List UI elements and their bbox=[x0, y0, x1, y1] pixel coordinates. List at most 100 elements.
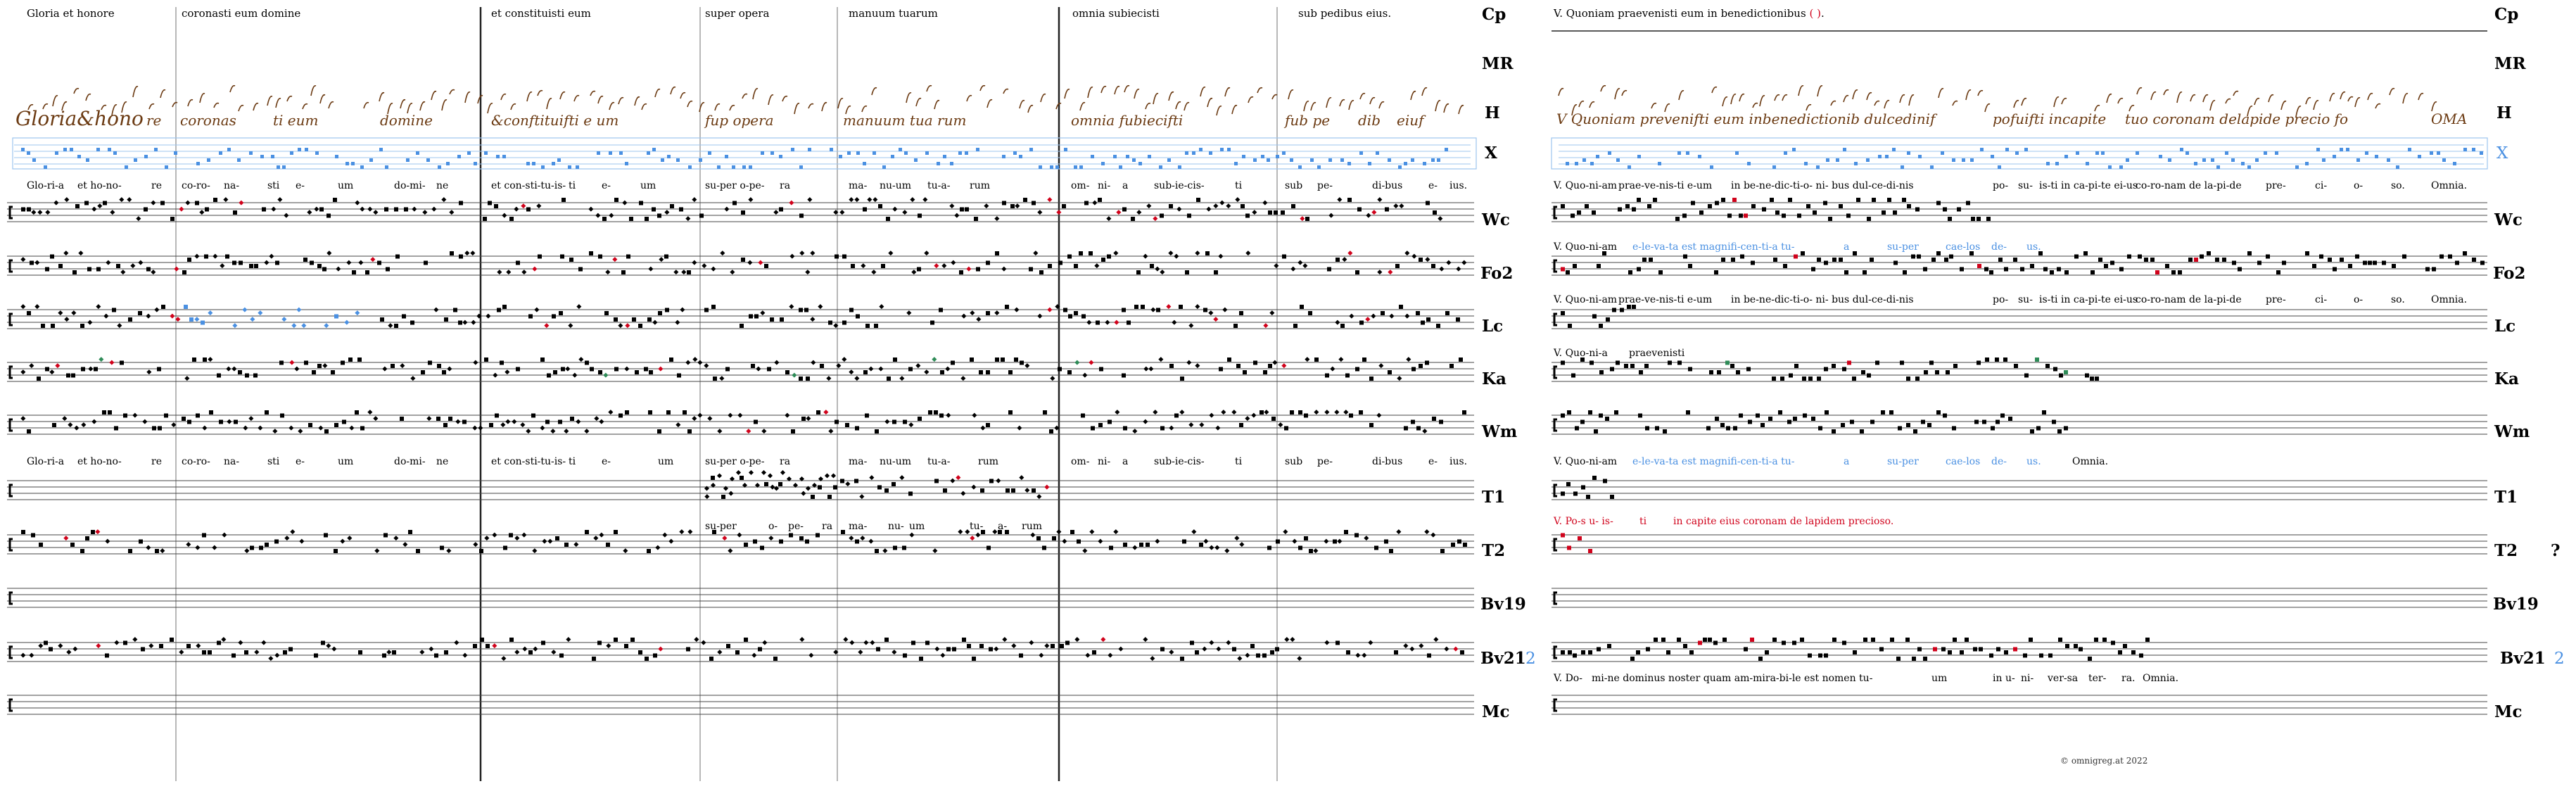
note-punctum bbox=[1977, 360, 1981, 365]
note-rhombus bbox=[331, 646, 337, 652]
note-square-blue bbox=[1317, 165, 1321, 169]
lyric: co-ro- bbox=[182, 456, 210, 467]
note-punctum bbox=[1638, 413, 1642, 418]
note-punctum bbox=[112, 308, 116, 312]
note-punctum bbox=[2188, 258, 2193, 262]
note-punctum bbox=[509, 638, 514, 642]
note-punctum bbox=[2194, 258, 2198, 262]
note-rhombus bbox=[374, 548, 380, 554]
lyric: do-mi- bbox=[394, 180, 426, 191]
neume-stroke bbox=[1369, 96, 1376, 105]
note-punctum bbox=[1818, 653, 1822, 658]
note-punctum bbox=[1068, 314, 1072, 319]
note-rhombus bbox=[950, 478, 956, 483]
note-square-blue bbox=[1698, 155, 1701, 158]
note-punctum bbox=[1032, 488, 1036, 493]
neume-stroke bbox=[2136, 87, 2143, 95]
note-punctum bbox=[1677, 638, 1681, 642]
neume-stroke bbox=[2354, 96, 2361, 108]
note-punctum bbox=[1610, 367, 1614, 372]
note-punctum bbox=[618, 413, 623, 418]
note-punctum bbox=[1995, 357, 1999, 362]
note-punctum bbox=[1614, 410, 1618, 415]
note-punctum bbox=[1005, 530, 1009, 534]
neume-stroke bbox=[363, 101, 369, 109]
neume-stroke bbox=[121, 101, 127, 113]
note-rhombus bbox=[431, 206, 437, 212]
note-punctum bbox=[1732, 198, 1737, 202]
note-rhombus bbox=[697, 360, 703, 365]
note-punctum bbox=[657, 429, 661, 434]
note-rhombus bbox=[272, 429, 278, 434]
note-rhombus bbox=[146, 545, 151, 550]
lyric-blue: a bbox=[1844, 241, 1849, 253]
note-punctum bbox=[547, 373, 551, 378]
note-punctum bbox=[2348, 264, 2352, 268]
neume-stroke bbox=[2061, 97, 2067, 105]
note-punctum bbox=[394, 207, 398, 212]
c-clef bbox=[1553, 259, 1557, 273]
note-rhombus bbox=[1089, 360, 1094, 365]
note-rhombus bbox=[340, 538, 345, 544]
note-punctum bbox=[1345, 373, 1350, 378]
note-rhombus bbox=[599, 532, 604, 538]
note-rhombus bbox=[1234, 536, 1240, 541]
neume-stroke bbox=[821, 101, 827, 112]
note-punctum bbox=[1941, 647, 1946, 652]
note-punctum bbox=[621, 270, 626, 274]
note-punctum bbox=[2038, 251, 2043, 255]
note-rhombus bbox=[906, 310, 912, 316]
note-punctum bbox=[789, 533, 793, 538]
note-punctum bbox=[1646, 647, 1650, 652]
note-punctum bbox=[1425, 360, 1429, 365]
note-punctum bbox=[2079, 647, 2083, 652]
note-square-blue bbox=[532, 162, 535, 165]
note-punctum bbox=[1782, 640, 1786, 645]
note-rhombus bbox=[449, 210, 455, 215]
note-rhombus bbox=[692, 260, 697, 265]
note-punctum bbox=[265, 410, 269, 415]
note-punctum bbox=[1960, 650, 1964, 654]
lyric: sub-ie-cis- bbox=[1154, 180, 1205, 191]
lyric: Omnia. bbox=[2431, 180, 2467, 191]
note-rhombus bbox=[175, 317, 181, 322]
note-square-blue bbox=[1220, 148, 1224, 151]
note-punctum bbox=[1991, 426, 1995, 431]
note-punctum bbox=[383, 533, 388, 538]
note-square-blue bbox=[2211, 158, 2214, 162]
note-punctum bbox=[66, 373, 70, 378]
note-rhombus bbox=[976, 317, 982, 322]
note-punctum bbox=[400, 417, 404, 421]
note-rhombus bbox=[609, 213, 614, 218]
note-square-blue bbox=[96, 148, 100, 151]
note-punctum bbox=[2029, 638, 2033, 642]
note-rhombus bbox=[269, 253, 274, 259]
note-punctum bbox=[1998, 258, 2003, 262]
note-rhombus bbox=[199, 210, 205, 215]
note-punctum bbox=[1036, 536, 1041, 540]
note-punctum bbox=[1905, 638, 1910, 642]
neume-stroke bbox=[2418, 92, 2424, 101]
note-square-blue bbox=[1167, 158, 1171, 162]
note-rhombus bbox=[774, 360, 780, 365]
c-clef bbox=[8, 312, 13, 327]
note-rhombus bbox=[1213, 317, 1219, 322]
note-punctum bbox=[1349, 413, 1353, 418]
row-label: Mc bbox=[1482, 702, 1509, 721]
note-rhombus bbox=[1166, 304, 1172, 310]
note-punctum bbox=[1385, 207, 1389, 212]
lyric: rum bbox=[970, 180, 990, 191]
note-rhombus bbox=[492, 643, 497, 649]
note-rhombus bbox=[299, 538, 305, 544]
note-punctum bbox=[1839, 204, 1843, 208]
right-header: V. Quoniam praevenisti eum in benedictio… bbox=[1552, 7, 2487, 32]
note-rhombus bbox=[1094, 263, 1100, 269]
note-punctum bbox=[108, 410, 112, 415]
note-punctum bbox=[123, 413, 127, 418]
note-square-blue bbox=[1590, 162, 1594, 165]
note-punctum bbox=[2048, 653, 2052, 658]
note-punctum bbox=[2102, 638, 2107, 642]
neume-stroke bbox=[2163, 89, 2169, 96]
note-punctum bbox=[1746, 367, 1751, 372]
note-square-blue bbox=[2086, 162, 2089, 165]
